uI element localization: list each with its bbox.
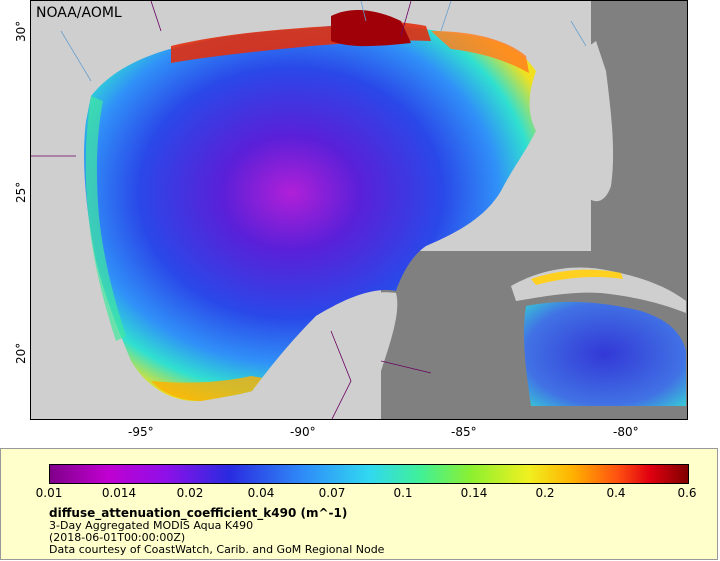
legend-panel: 0.01 0.014 0.02 0.04 0.07 0.1 0.14 0.2 0… (0, 448, 718, 560)
colorbar-tick: 0.6 (677, 486, 697, 500)
colorbar-tick: 0.02 (176, 486, 204, 500)
lat-label-20: 20° (14, 342, 28, 364)
florida-peninsula (529, 41, 614, 202)
rivers (60, 1, 587, 82)
lat-label-30: 30° (14, 20, 28, 42)
florida-coast-band (431, 31, 529, 73)
yucatan-shelf-band (151, 376, 281, 401)
product-date: (2018-06-01T00:00:00Z) (49, 531, 186, 544)
lon-label-neg85: -85° (451, 425, 477, 439)
product-description: 3-Day Aggregated MODIS Aqua K490 (49, 519, 254, 532)
map-graphic (31, 1, 687, 419)
colorbar-tick: 0.07 (318, 486, 346, 500)
colorbar-tick: 0.04 (247, 486, 275, 500)
map-title: NOAA/AOML (36, 5, 122, 21)
colorbar-tick: 0.2 (535, 486, 555, 500)
colorbar-tick: 0.1 (393, 486, 413, 500)
caribbean-water (523, 301, 686, 406)
gulf-of-mexico-water (84, 22, 544, 402)
colorbar-tick: 0.14 (460, 486, 488, 500)
colorbar-tick: 0.01 (35, 486, 63, 500)
lon-label-neg80: -80° (613, 425, 639, 439)
louisiana-sediment-plume (331, 9, 411, 47)
variable-name: diffuse_attenuation_coefficient_k490 (m^… (49, 506, 348, 520)
cuba-north-coast-band (531, 269, 623, 285)
colorbar-tick: 0.4 (606, 486, 626, 500)
lat-label-25: 25° (14, 181, 28, 203)
lon-label-neg95: -95° (128, 425, 154, 439)
map-panel (30, 0, 688, 420)
political-borders (31, 1, 432, 419)
colorbar-tick: 0.014 (101, 486, 137, 500)
mexico-west-coast-band (85, 96, 126, 341)
data-credit: Data courtesy of CoastWatch, Carib. and … (49, 543, 385, 556)
lon-label-neg90: -90° (290, 425, 316, 439)
colorbar (49, 464, 689, 484)
yucatan-peninsula (232, 292, 398, 419)
